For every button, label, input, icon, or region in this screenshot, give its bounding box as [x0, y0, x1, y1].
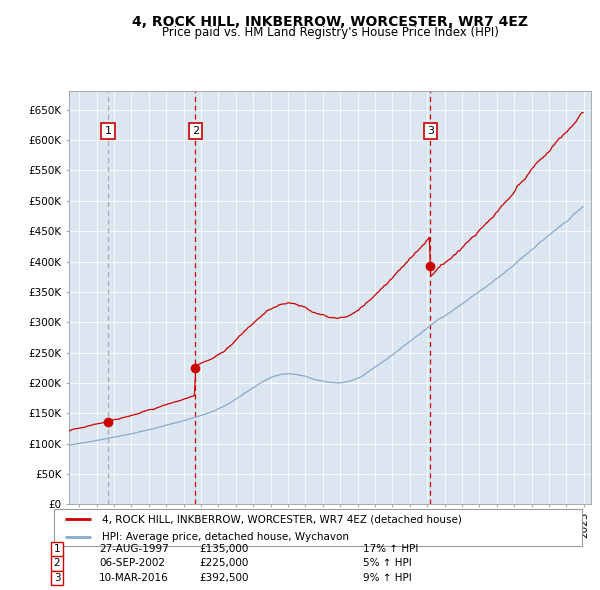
- Text: 1: 1: [53, 545, 61, 554]
- Text: 3: 3: [427, 126, 434, 136]
- Text: 4, ROCK HILL, INKBERROW, WORCESTER, WR7 4EZ (detached house): 4, ROCK HILL, INKBERROW, WORCESTER, WR7 …: [101, 514, 461, 525]
- Text: 06-SEP-2002: 06-SEP-2002: [99, 559, 165, 568]
- Text: £392,500: £392,500: [199, 573, 249, 583]
- Text: Price paid vs. HM Land Registry's House Price Index (HPI): Price paid vs. HM Land Registry's House …: [161, 26, 499, 39]
- Text: HPI: Average price, detached house, Wychavon: HPI: Average price, detached house, Wych…: [101, 532, 349, 542]
- Text: 3: 3: [53, 573, 61, 583]
- Text: 9% ↑ HPI: 9% ↑ HPI: [363, 573, 412, 583]
- Text: £135,000: £135,000: [200, 545, 249, 554]
- Text: 17% ↑ HPI: 17% ↑ HPI: [363, 545, 418, 554]
- Text: 1: 1: [104, 126, 112, 136]
- Text: 4, ROCK HILL, INKBERROW, WORCESTER, WR7 4EZ: 4, ROCK HILL, INKBERROW, WORCESTER, WR7 …: [132, 15, 528, 29]
- Text: 2: 2: [53, 559, 61, 568]
- Text: £225,000: £225,000: [200, 559, 249, 568]
- Text: 27-AUG-1997: 27-AUG-1997: [99, 545, 169, 554]
- Text: 5% ↑ HPI: 5% ↑ HPI: [363, 559, 412, 568]
- Text: 2: 2: [192, 126, 199, 136]
- Text: 10-MAR-2016: 10-MAR-2016: [99, 573, 169, 583]
- FancyBboxPatch shape: [54, 509, 582, 546]
